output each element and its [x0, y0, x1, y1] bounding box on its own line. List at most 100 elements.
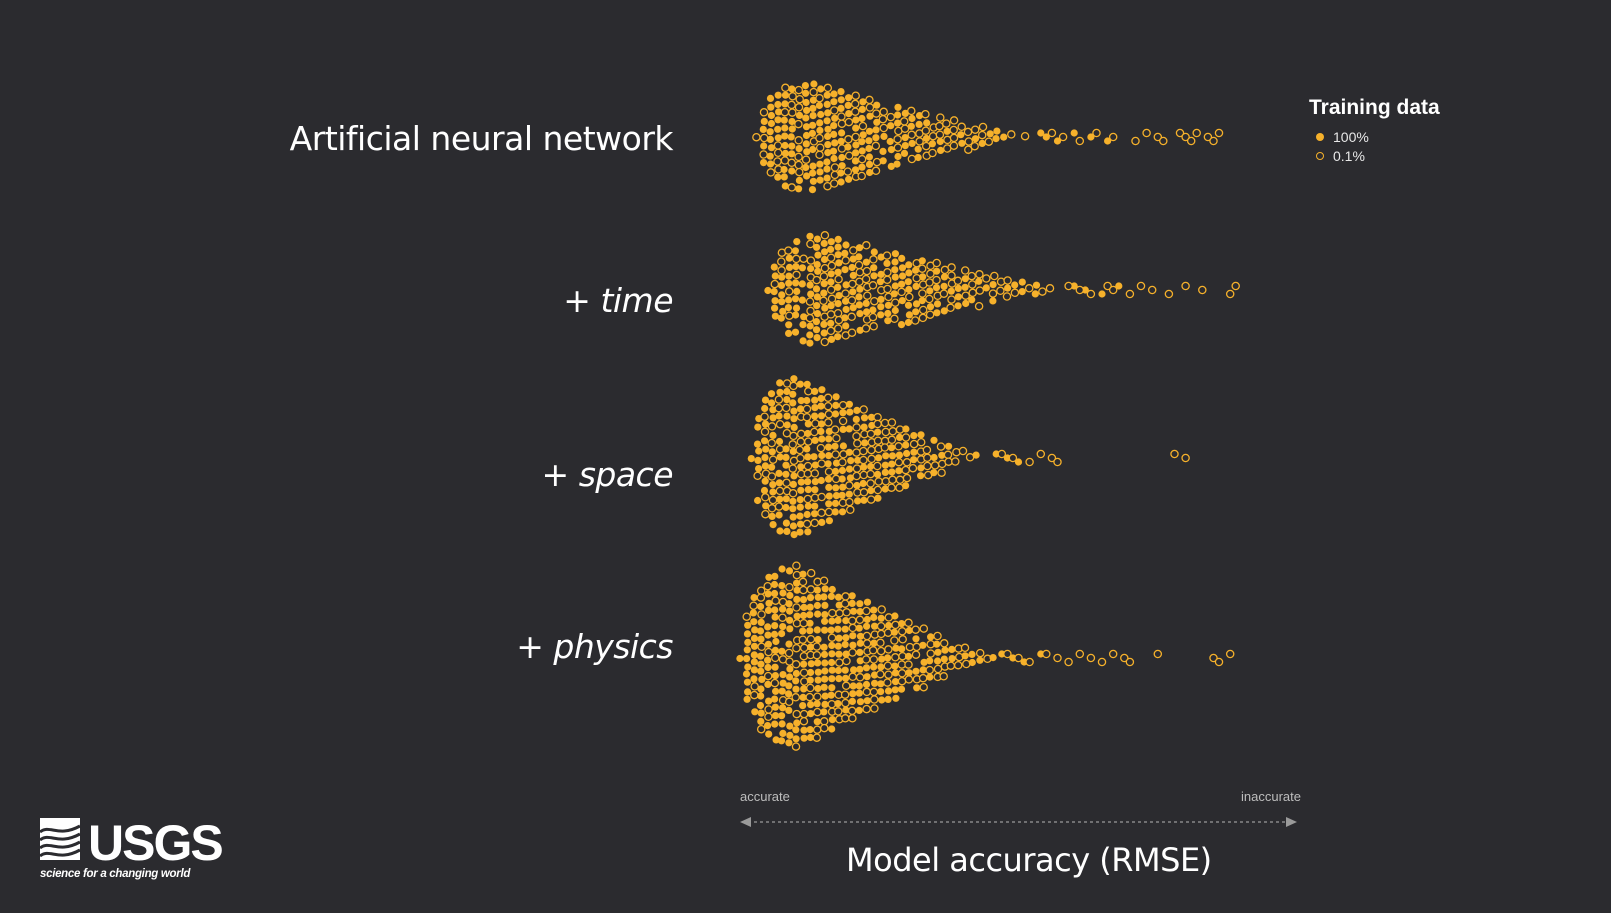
point-100-percent: [891, 612, 899, 620]
point-0-1-percent: [759, 150, 768, 159]
point-100-percent: [845, 400, 854, 408]
point-100-percent: [814, 659, 822, 667]
point-0-1-percent: [1075, 649, 1085, 659]
point-0-1-percent: [1010, 288, 1020, 298]
point-0-1-percent: [823, 393, 833, 403]
point-100-percent: [845, 448, 853, 456]
point-100-percent: [877, 270, 885, 278]
point-0-1-percent: [813, 692, 822, 701]
point-100-percent: [786, 625, 794, 633]
point-100-percent: [905, 261, 913, 269]
point-100-percent: [930, 436, 938, 444]
point-100-percent: [832, 393, 840, 401]
point-100-percent: [905, 285, 913, 294]
point-0-1-percent: [778, 613, 787, 622]
point-100-percent: [782, 519, 791, 527]
point-0-1-percent: [753, 471, 762, 481]
point-100-percent: [891, 669, 900, 677]
point-0-1-percent: [873, 485, 883, 495]
point-0-1-percent: [852, 423, 861, 432]
point-100-percent: [968, 658, 976, 667]
point-0-1-percent: [810, 469, 820, 478]
point-0-1-percent: [787, 158, 796, 168]
point-100-percent: [764, 663, 772, 672]
point-100-percent: [813, 293, 822, 301]
point-0-1-percent: [824, 507, 834, 517]
point-100-percent: [803, 396, 811, 405]
point-0-1-percent: [784, 287, 794, 296]
point-100-percent: [770, 263, 778, 271]
point-0-1-percent: [805, 297, 815, 306]
point-0-1-percent: [819, 296, 828, 306]
point-100-percent: [1042, 133, 1050, 141]
point-100-percent: [792, 726, 800, 734]
point-0-1-percent: [847, 296, 857, 305]
point-100-percent: [842, 617, 850, 625]
point-100-percent: [783, 412, 791, 420]
point-0-1-percent: [865, 103, 875, 112]
point-0-1-percent: [884, 645, 893, 654]
point-100-percent: [766, 94, 775, 102]
point-0-1-percent: [823, 83, 833, 93]
point-0-1-percent: [868, 646, 878, 655]
point-100-percent: [874, 470, 882, 478]
point-100-percent: [775, 108, 783, 116]
point-100-percent: [761, 454, 769, 462]
point-100-percent: [813, 700, 821, 708]
point-100-percent: [839, 483, 847, 491]
point-100-percent: [785, 279, 793, 287]
point-100-percent: [856, 639, 864, 647]
point-100-percent: [764, 722, 772, 730]
point-0-1-percent: [868, 312, 878, 322]
point-0-1-percent: [844, 151, 854, 160]
point-100-percent: [841, 625, 849, 633]
point-100-percent: [800, 313, 808, 321]
point-0-1-percent: [787, 100, 796, 110]
point-100-percent: [848, 263, 856, 272]
point-100-percent: [814, 610, 822, 618]
point-100-percent: [865, 153, 874, 161]
point-100-percent: [743, 655, 751, 663]
point-100-percent: [854, 456, 862, 464]
point-100-percent: [865, 160, 874, 168]
legend-title: Training data: [1309, 96, 1440, 119]
point-100-percent: [881, 461, 890, 469]
point-100-percent: [765, 573, 773, 581]
point-100-percent: [863, 308, 871, 316]
point-0-1-percent: [862, 704, 871, 714]
point-100-percent: [923, 119, 931, 127]
point-0-1-percent: [852, 431, 861, 441]
point-0-1-percent: [869, 687, 879, 697]
point-0-1-percent: [795, 445, 804, 455]
point-100-percent: [853, 406, 861, 414]
point-100-percent: [785, 272, 793, 280]
point-0-1-percent: [1003, 276, 1012, 285]
point-100-percent: [779, 679, 787, 687]
point-0-1-percent: [868, 281, 878, 290]
point-100-percent: [854, 497, 862, 505]
point-100-percent: [771, 712, 780, 720]
point-0-1-percent: [1075, 136, 1085, 146]
point-100-percent: [771, 672, 780, 680]
point-100-percent: [809, 169, 817, 177]
point-0-1-percent: [925, 665, 934, 675]
point-0-1-percent: [866, 469, 875, 479]
point-100-percent: [855, 624, 863, 632]
point-0-1-percent: [888, 427, 898, 436]
point-0-1-percent: [767, 422, 777, 431]
point-100-percent: [813, 334, 821, 342]
point-100-percent: [902, 441, 910, 449]
point-100-percent: [905, 669, 913, 677]
point-100-percent: [919, 273, 927, 281]
point-0-1-percent: [830, 425, 840, 434]
point-100-percent: [757, 652, 765, 660]
point-100-percent: [816, 160, 824, 168]
point-100-percent: [761, 404, 769, 413]
point-100-percent: [782, 470, 790, 478]
point-100-percent: [788, 142, 796, 150]
point-100-percent: [989, 654, 997, 662]
point-100-percent: [827, 245, 835, 253]
legend-item-label: 100%: [1333, 129, 1369, 145]
point-100-percent: [749, 609, 758, 617]
point-0-1-percent: [887, 418, 897, 427]
